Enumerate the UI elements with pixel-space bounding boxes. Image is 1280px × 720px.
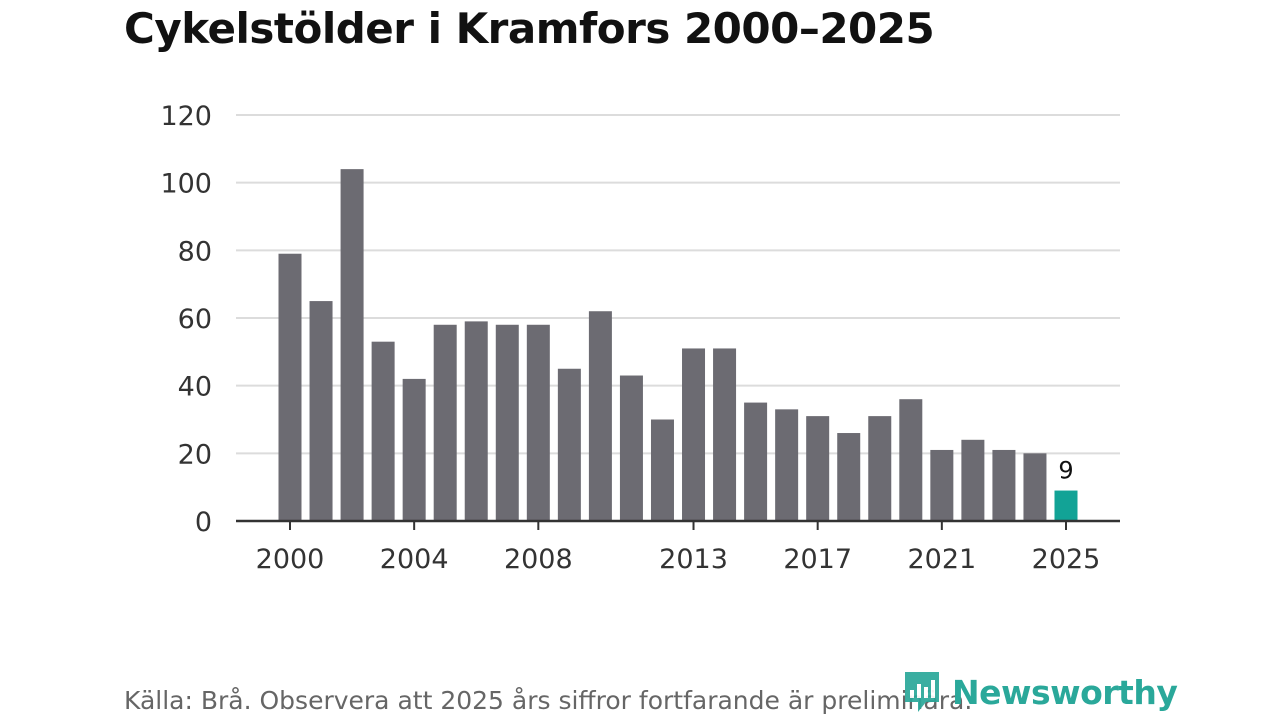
x-tick-label: 2021 <box>907 544 976 575</box>
y-tick-label: 40 <box>178 372 212 403</box>
y-tick-label: 60 <box>178 304 212 335</box>
newsworthy-logo-text: Newsworthy <box>952 672 1178 712</box>
bar-2023 <box>992 449 1016 521</box>
data-labels: 9 <box>1058 457 1073 485</box>
bar-2001 <box>309 301 333 521</box>
y-tick-label: 80 <box>178 236 212 267</box>
bar-2003 <box>371 341 395 521</box>
x-tick-label: 2013 <box>659 544 728 575</box>
bar-2008 <box>526 324 550 521</box>
x-tick-label: 2017 <box>783 544 852 575</box>
source-note: Källa: Brå. Observera att 2025 års siffr… <box>124 686 973 715</box>
x-tick-label: 2000 <box>256 544 325 575</box>
y-tick-label: 100 <box>160 169 212 200</box>
bar-chart: 0 20 40 60 80 100 120 2000 2004 2008 2013 2017 2021… <box>160 101 1120 575</box>
bar-2016 <box>775 409 799 521</box>
bars <box>278 169 1078 521</box>
data-label-highlight: 9 <box>1058 457 1073 485</box>
bar-2000 <box>278 253 302 521</box>
y-tick-label: 20 <box>178 439 212 470</box>
bar-2019 <box>868 416 892 521</box>
newsworthy-logo[interactable]: Newsworthy <box>902 670 1178 714</box>
bar-2010 <box>588 311 612 521</box>
bar-2005 <box>433 324 457 521</box>
bar-2009 <box>557 368 581 521</box>
y-tick-label: 120 <box>160 101 212 132</box>
y-axis-ticks: 0 20 40 60 80 100 120 <box>160 101 212 538</box>
bar-2020 <box>899 399 923 521</box>
bar-2012 <box>650 419 674 521</box>
bar-2025 <box>1054 490 1078 521</box>
bar-2021 <box>930 449 954 521</box>
bar-2006 <box>464 321 488 521</box>
bar-2015 <box>744 402 768 521</box>
x-tick-label: 2008 <box>504 544 573 575</box>
bar-2007 <box>495 324 519 521</box>
x-axis: 2000 2004 2008 2013 2017 2021 2025 <box>236 519 1120 575</box>
bar-2004 <box>402 378 426 521</box>
bar-2011 <box>619 375 643 521</box>
x-tick-label: 2004 <box>380 544 449 575</box>
bar-2018 <box>837 433 861 521</box>
gridlines <box>236 114 1120 455</box>
bar-2022 <box>961 439 985 521</box>
x-tick-label: 2025 <box>1032 544 1101 575</box>
newsworthy-logo-icon <box>905 672 939 712</box>
bar-2024 <box>1023 453 1047 521</box>
bar-2014 <box>713 348 737 521</box>
bar-2002 <box>340 169 364 521</box>
bar-2013 <box>682 348 706 521</box>
y-tick-label: 0 <box>195 507 212 538</box>
chart-title: Cykelstölder i Kramfors 2000–2025 <box>124 4 935 53</box>
bar-2017 <box>806 416 830 521</box>
